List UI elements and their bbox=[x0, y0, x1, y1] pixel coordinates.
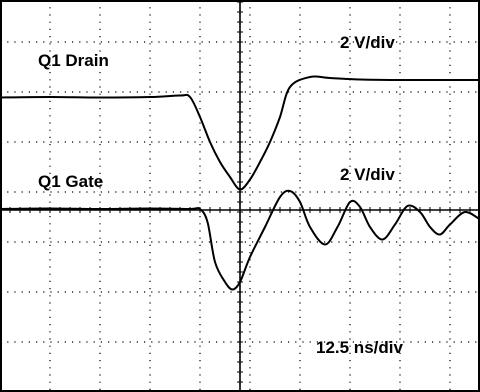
traces bbox=[0, 75, 480, 291]
time-scale-label: 12.5 ns/div bbox=[316, 338, 403, 357]
drain-scale-label: 2 V/div bbox=[340, 33, 395, 52]
gate-label: Q1 Gate bbox=[38, 172, 103, 191]
q1-drain-trace bbox=[0, 75, 480, 191]
q1-gate-trace bbox=[0, 189, 480, 291]
drain-label: Q1 Drain bbox=[38, 51, 109, 70]
gate-scale-label: 2 V/div bbox=[340, 165, 395, 184]
